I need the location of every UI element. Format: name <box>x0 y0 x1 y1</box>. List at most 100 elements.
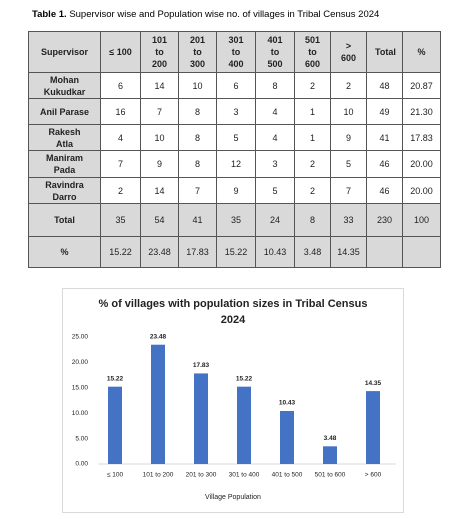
cell: 6 <box>100 72 141 99</box>
cell: 20.00 <box>402 150 441 178</box>
cell: 10 <box>178 72 217 99</box>
cell: 2 <box>330 72 367 99</box>
table-row: Ravindra Darro 2 14 7 9 5 2 7 46 20.00 <box>28 177 441 204</box>
value-label: 3.48 <box>324 435 337 442</box>
cell: 17.83 <box>402 124 441 151</box>
cell: 7 <box>100 150 141 178</box>
table-row: Rakesh Atla 4 10 8 5 4 1 9 41 17.83 <box>28 124 441 151</box>
header-cell: % <box>402 31 441 73</box>
cell: 48 <box>366 72 403 99</box>
cell: 8 <box>255 72 295 99</box>
empty-cell <box>366 236 403 268</box>
cell: 35 <box>100 203 141 237</box>
header-cell: Total <box>366 31 403 73</box>
x-axis-title: Village Population <box>205 494 261 501</box>
cell: 23.48 <box>140 236 179 268</box>
cell: 14.35 <box>330 236 367 268</box>
cell: 20.00 <box>402 177 441 204</box>
cell: 5 <box>330 150 367 178</box>
cell: 1 <box>294 98 331 125</box>
header-cell: 301 to 400 <box>216 31 256 73</box>
y-tick-label: 5.00 <box>75 435 88 442</box>
header-cell: Supervisor <box>28 31 101 73</box>
cell: 16 <box>100 98 141 125</box>
cell: 49 <box>366 98 403 125</box>
cell: 8 <box>294 203 331 237</box>
y-tick-label: 0.00 <box>75 461 88 468</box>
cell: 15.22 <box>216 236 256 268</box>
cell: 35 <box>216 203 256 237</box>
cell: 33 <box>330 203 367 237</box>
bar <box>366 391 380 464</box>
x-tick-label: 401 to 500 <box>272 472 303 479</box>
table-row: Anil Parase 16 7 8 3 4 1 10 49 21.30 <box>28 98 441 125</box>
x-tick-label: 301 to 400 <box>229 472 260 479</box>
cell: 7 <box>178 177 217 204</box>
caption-label: Table 1. <box>32 9 67 20</box>
value-label: 15.22 <box>107 375 124 382</box>
cell: 17.83 <box>178 236 217 268</box>
cell: 54 <box>140 203 179 237</box>
header-cell: 401 to 500 <box>255 31 295 73</box>
cell: 3 <box>255 150 295 178</box>
bar <box>194 373 208 464</box>
bar <box>151 344 165 464</box>
cell: 15.22 <box>100 236 141 268</box>
cell: 20.87 <box>402 72 441 99</box>
x-tick-label: 201 to 300 <box>186 472 217 479</box>
table-row: % 15.22 23.48 17.83 15.22 10.43 3.48 14.35 <box>28 236 441 268</box>
cell: 2 <box>294 72 331 99</box>
row-label: Anil Parase <box>28 98 101 125</box>
cell: 2 <box>294 177 331 204</box>
cell: 3.48 <box>294 236 331 268</box>
row-label: Mohan Kukudkar <box>28 72 101 99</box>
cell: 5 <box>255 177 295 204</box>
header-row: Supervisor ≤ 100 101 to 200 201 to 300 301 t… <box>28 31 441 73</box>
bar <box>108 386 122 464</box>
cell: 46 <box>366 177 403 204</box>
value-label: 23.48 <box>150 333 167 340</box>
x-tick-label: 101 to 200 <box>143 472 174 479</box>
header-cell: 501 to 600 <box>294 31 331 73</box>
cell: 100 <box>402 203 441 237</box>
cell: 5 <box>216 124 256 151</box>
y-tick-label: 25.00 <box>72 334 89 341</box>
cell: 9 <box>140 150 179 178</box>
y-tick-label: 15.00 <box>72 385 89 392</box>
cell: 4 <box>255 124 295 151</box>
x-tick-label: 501 to 600 <box>315 472 346 479</box>
value-label: 15.22 <box>236 375 253 382</box>
cell: 24 <box>255 203 295 237</box>
table-caption: Table 1. Supervisor wise and Population … <box>32 9 379 20</box>
cell: 8 <box>178 124 217 151</box>
cell: 230 <box>366 203 403 237</box>
cell: 12 <box>216 150 256 178</box>
cell: 6 <box>216 72 256 99</box>
cell: 10 <box>140 124 179 151</box>
caption-text: Supervisor wise and Population wise no. … <box>69 9 380 20</box>
cell: 2 <box>294 150 331 178</box>
cell: 8 <box>178 98 217 125</box>
cell: 41 <box>178 203 217 237</box>
cell: 21.30 <box>402 98 441 125</box>
cell: 1 <box>294 124 331 151</box>
cell: 9 <box>330 124 367 151</box>
cell: 2 <box>100 177 141 204</box>
value-label: 17.83 <box>193 362 210 369</box>
table-row: Total 35 54 41 35 24 8 33 230 100 <box>28 203 441 237</box>
cell: 3 <box>216 98 256 125</box>
header-cell: ≤ 100 <box>100 31 141 73</box>
row-label: Rakesh Atla <box>28 124 101 151</box>
bar <box>280 411 294 464</box>
cell: 14 <box>140 72 179 99</box>
cell: 10 <box>330 98 367 125</box>
bar <box>323 446 337 464</box>
row-label: Maniram Pada <box>28 150 101 178</box>
cell: 7 <box>330 177 367 204</box>
row-label: Ravindra Darro <box>28 177 101 204</box>
cell: 14 <box>140 177 179 204</box>
chart: Village Population 0.00 5.00 10.00 15.00 20.… <box>62 288 404 513</box>
header-cell: > 600 <box>330 31 367 73</box>
header-cell: 201 to 300 <box>178 31 217 73</box>
